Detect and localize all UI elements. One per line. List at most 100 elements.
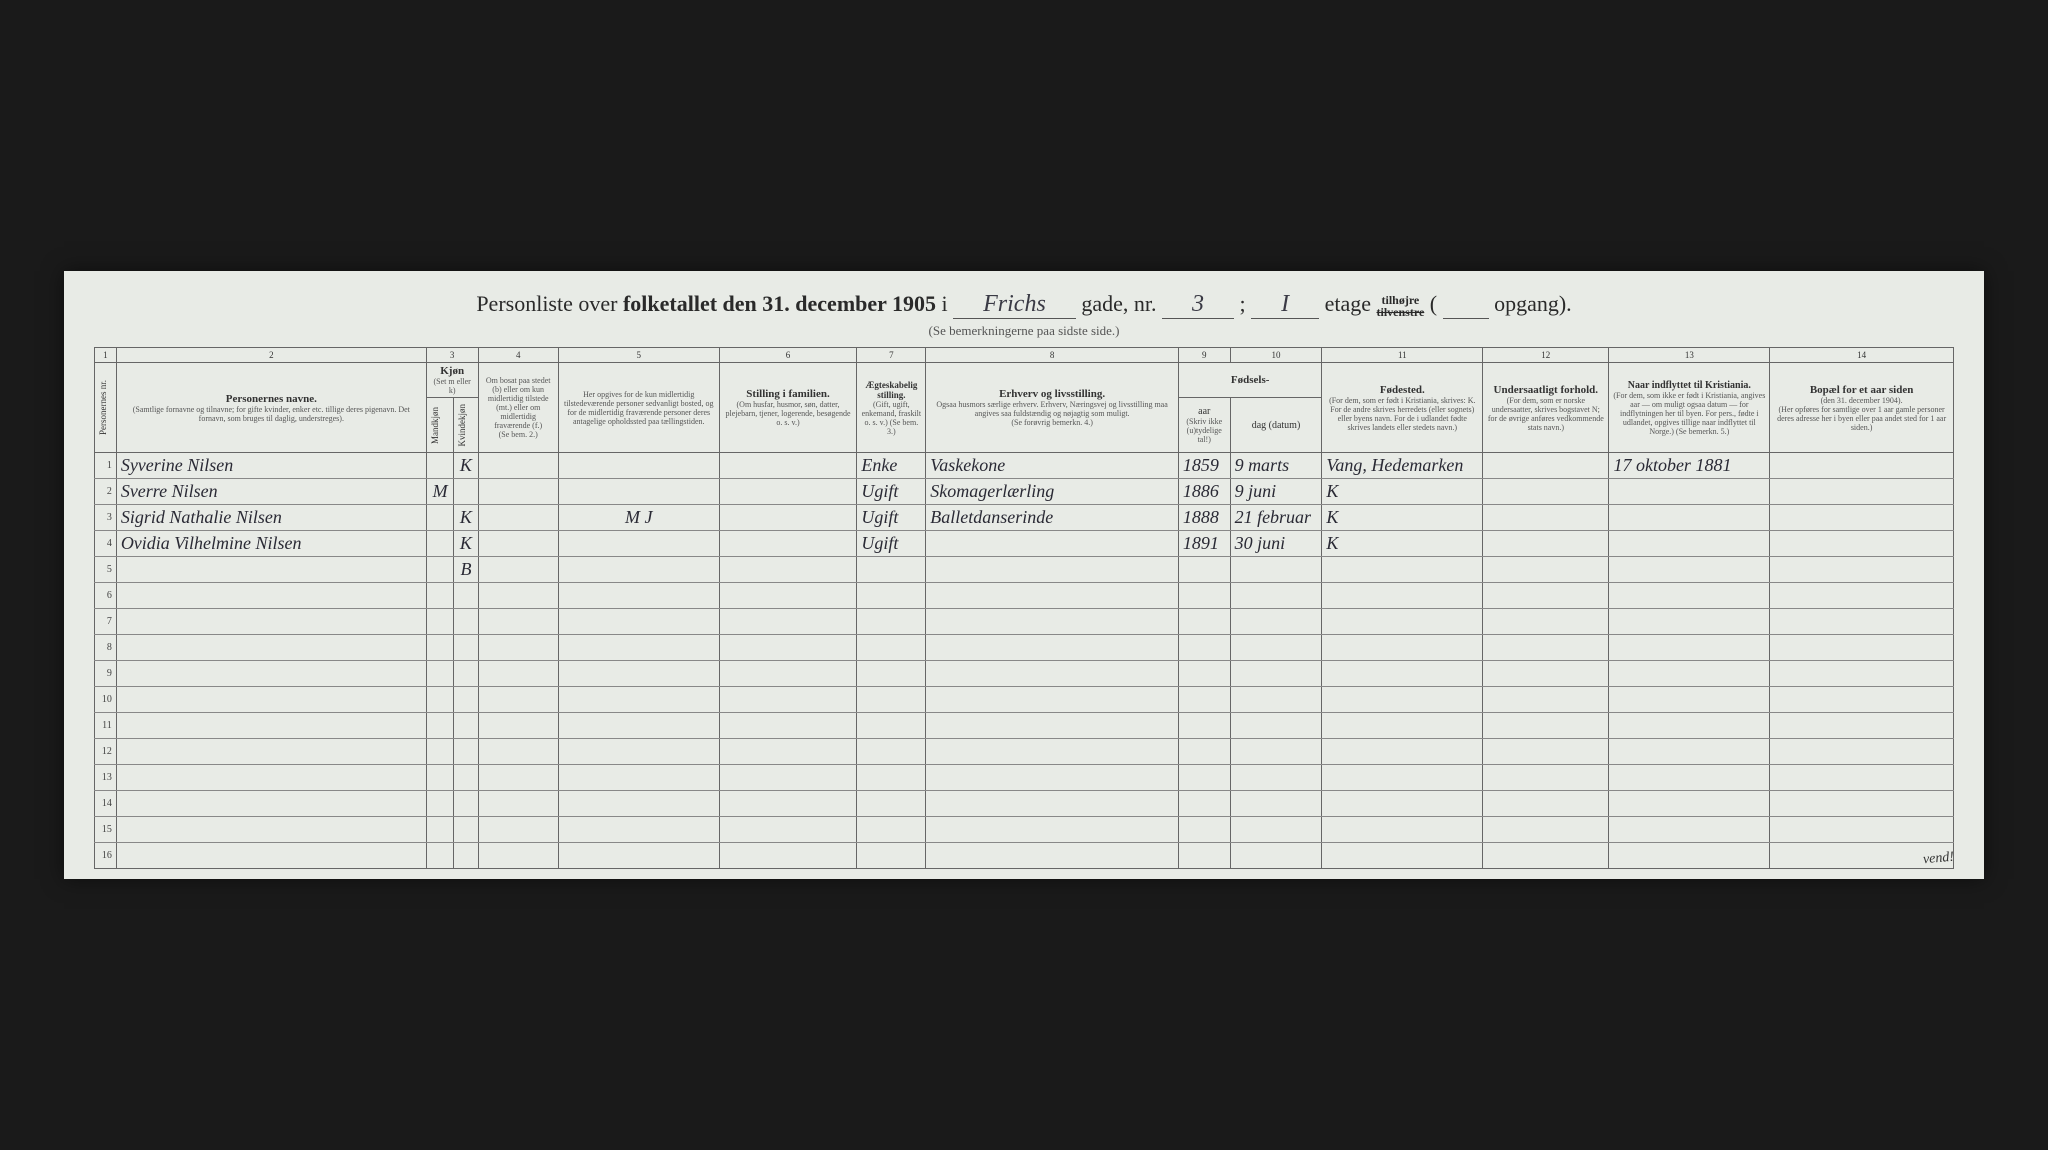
cell-k	[454, 739, 478, 765]
colnum-2: 2	[116, 347, 426, 362]
table-row: 5 B	[95, 557, 1954, 583]
title-i: i	[942, 291, 948, 316]
cell-k: K	[454, 505, 478, 531]
cell-c12	[1483, 557, 1609, 583]
cell-c7: Ugift	[857, 531, 926, 557]
cell-c8	[926, 765, 1179, 791]
cell-c5	[558, 609, 719, 635]
cell-name	[116, 765, 426, 791]
cell-m	[426, 531, 454, 557]
cell-c14	[1770, 635, 1954, 661]
cell-c9: 1891	[1178, 531, 1230, 557]
cell-c13	[1609, 791, 1770, 817]
cell-c6	[719, 635, 857, 661]
cell-c9	[1178, 609, 1230, 635]
cell-c10	[1230, 817, 1322, 843]
cell-name	[116, 687, 426, 713]
cell-c11: Vang, Hedemarken	[1322, 453, 1483, 479]
colnum-6: 6	[719, 347, 857, 362]
cell-c12	[1483, 453, 1609, 479]
cell-c14	[1770, 453, 1954, 479]
row-nr: 6	[95, 583, 117, 609]
table-row: 3 Sigrid Nathalie Nilsen K M J Ugift Bal…	[95, 505, 1954, 531]
cell-m	[426, 687, 454, 713]
cell-c13	[1609, 531, 1770, 557]
cell-k	[454, 635, 478, 661]
row-nr: 12	[95, 739, 117, 765]
cell-c5	[558, 713, 719, 739]
cell-c12	[1483, 687, 1609, 713]
cell-c14	[1770, 661, 1954, 687]
cell-c8	[926, 583, 1179, 609]
col3-sub: (Set m eller k)	[430, 377, 475, 395]
cell-c4	[478, 479, 558, 505]
cell-c8: Vaskekone	[926, 453, 1179, 479]
col3a: Mandkjøn	[430, 403, 440, 448]
cell-c14	[1770, 531, 1954, 557]
col6-head: Stilling i familien.	[723, 388, 854, 400]
tilvenstre: tilvenstre	[1377, 305, 1425, 319]
col9-10-sub: (Skriv ikke (u)tydelige tal!)	[1182, 417, 1227, 444]
cell-name: Syverine Nilsen	[116, 453, 426, 479]
cell-c5	[558, 635, 719, 661]
table-row: 15	[95, 817, 1954, 843]
cell-c10	[1230, 791, 1322, 817]
row-nr: 10	[95, 687, 117, 713]
cell-c10	[1230, 713, 1322, 739]
row-nr: 3	[95, 505, 117, 531]
cell-c11	[1322, 687, 1483, 713]
cell-c6	[719, 583, 857, 609]
cell-c13	[1609, 583, 1770, 609]
cell-c6	[719, 479, 857, 505]
cell-name	[116, 739, 426, 765]
cell-c10: 21 februar	[1230, 505, 1322, 531]
col1-head: Personernes nr.	[98, 376, 108, 439]
cell-c13	[1609, 505, 1770, 531]
cell-c7	[857, 557, 926, 583]
col9: aar	[1182, 406, 1227, 417]
row-nr: 15	[95, 817, 117, 843]
col7-head: Ægteskabelig stilling.	[860, 380, 922, 400]
cell-c9	[1178, 635, 1230, 661]
cell-c10	[1230, 765, 1322, 791]
cell-c4	[478, 791, 558, 817]
cell-c11	[1322, 791, 1483, 817]
cell-c13	[1609, 479, 1770, 505]
colnum-9: 9	[1178, 347, 1230, 362]
table-row: 13	[95, 765, 1954, 791]
cell-k	[454, 479, 478, 505]
cell-c12	[1483, 609, 1609, 635]
col14-head: Bopæl for et aar siden	[1773, 384, 1950, 396]
col2-head: Personernes navne.	[120, 393, 423, 405]
cell-name	[116, 661, 426, 687]
cell-c13: 17 oktober 1881	[1609, 453, 1770, 479]
col4-head: Om bosat paa stedet (b) eller om kun mid…	[482, 376, 555, 430]
cell-c12	[1483, 661, 1609, 687]
cell-c6	[719, 557, 857, 583]
col8-sub2: (Se forøvrig bemerkn. 4.)	[929, 418, 1175, 427]
cell-k	[454, 843, 478, 869]
cell-c14	[1770, 765, 1954, 791]
cell-c7: Ugift	[857, 505, 926, 531]
cell-c13	[1609, 635, 1770, 661]
cell-c5	[558, 739, 719, 765]
cell-c4	[478, 531, 558, 557]
cell-name	[116, 713, 426, 739]
cell-c5	[558, 843, 719, 869]
cell-c10	[1230, 583, 1322, 609]
cell-c12	[1483, 817, 1609, 843]
etage-label: etage	[1325, 291, 1371, 316]
row-nr: 9	[95, 661, 117, 687]
cell-c11: K	[1322, 505, 1483, 531]
cell-c8	[926, 739, 1179, 765]
colnum-7: 7	[857, 347, 926, 362]
cell-c4	[478, 557, 558, 583]
row-nr: 16	[95, 843, 117, 869]
vend-note: vend!	[1922, 850, 1954, 869]
cell-c5	[558, 765, 719, 791]
cell-name	[116, 583, 426, 609]
cell-c8: Balletdanserinde	[926, 505, 1179, 531]
cell-c4	[478, 739, 558, 765]
cell-c8	[926, 843, 1179, 869]
cell-c6	[719, 687, 857, 713]
